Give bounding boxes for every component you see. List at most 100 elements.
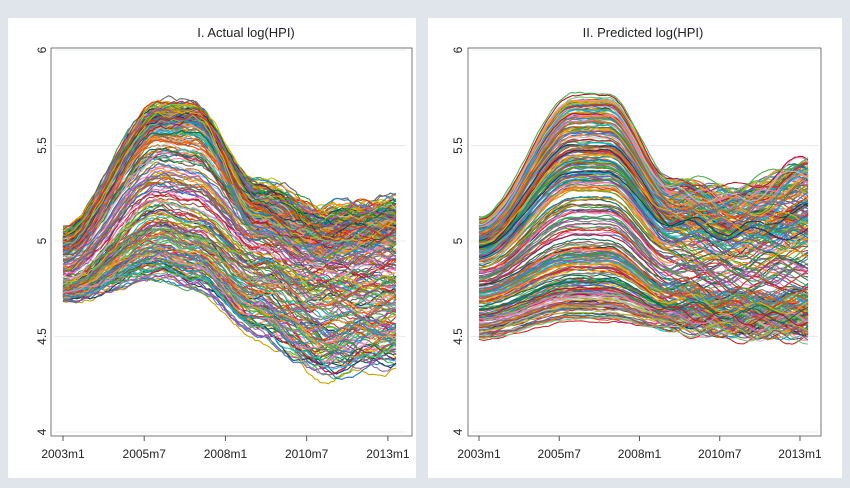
series-line [62,261,397,354]
series-line [62,248,397,331]
series-line [478,314,809,340]
series-line [478,91,809,218]
series-line [478,241,809,299]
series-line [478,217,808,282]
series-line [478,280,809,323]
y-tick-label: 5.5 [35,137,49,154]
y-axis: 4 4.5 5 5.5 6 [451,46,465,435]
series-line [62,108,397,239]
series-line [478,266,809,316]
series-line [478,196,809,269]
series-line [62,198,397,286]
series-line [478,178,809,261]
y-tick-label: 6 [35,46,49,53]
x-tick-label: 2008m1 [204,447,248,461]
x-tick-label: 2003m1 [41,447,85,461]
series-line [62,250,397,340]
x-tick-label: 2005m7 [123,447,167,461]
series-line [478,222,809,288]
x-tick-label: 2008m1 [618,447,662,461]
series-line [478,308,809,336]
series-line [478,152,809,245]
series-line [62,172,397,266]
series-line [62,249,397,338]
series-line [478,166,809,246]
series-line [478,128,809,232]
y-tick-label: 5 [35,237,49,244]
series-line [63,104,397,233]
chart-title: II. Predicted log(HPI) [583,25,704,40]
series-line [62,170,397,268]
series-line [478,274,809,321]
x-tick-label: 2010m7 [698,447,742,461]
series-line [478,222,809,287]
series-line [478,246,809,306]
series-line [478,158,809,249]
series-line [62,200,397,280]
series-line [478,302,809,335]
series-line [478,251,809,304]
series-line [479,262,809,316]
series-line [62,234,397,319]
series-line [62,221,397,297]
series-line [62,228,397,310]
y-tick-label: 4 [451,428,465,435]
series-line [62,274,397,372]
x-tick-label: 2005m7 [538,447,582,461]
series-line [62,260,397,350]
series-line [62,221,397,303]
series-line [478,145,809,239]
series-line [478,174,809,256]
series-line [478,254,809,309]
x-tick-label: 2010m7 [285,447,329,461]
x-axis: 2003m1 2005m7 2008m1 2010m7 2013m1 [41,447,410,461]
series-line [478,130,809,237]
x-tick-label: 2013m1 [366,447,410,461]
series-line [478,291,809,332]
x-axis: 2003m1 2005m7 2008m1 2010m7 2013m1 [457,447,822,461]
y-axis: 4 4.5 5 5.5 6 [35,46,49,435]
series-line [478,132,809,240]
y-tick-label: 4.5 [35,328,49,345]
series-lines [62,95,397,385]
series-line [478,114,809,234]
series-line [478,116,809,233]
series-line [62,201,396,284]
series-line [62,212,397,293]
series-line [478,229,809,294]
series-line [478,170,809,256]
series-line [478,170,809,249]
series-line [478,105,809,226]
chart-title: I. Actual log(HPI) [197,25,295,40]
series-line [478,286,809,326]
series-line [62,251,397,344]
x-tick-label: 2003m1 [457,447,501,461]
series-line [62,198,397,285]
series-line [478,169,809,248]
series-line [478,315,809,345]
series-line [478,268,809,320]
series-line [479,203,809,275]
series-line [62,113,397,243]
series-line [62,138,397,251]
y-tick-label: 4 [35,428,49,435]
series-line [62,177,397,271]
panel-actual-log-hpi: I. Actual log(HPI) 4 4.5 5 5.5 6 2003m1 … [8,18,416,478]
series-line [63,175,397,270]
series-line [62,273,397,376]
series-line [478,197,809,269]
series-line [478,306,809,335]
series-line [478,219,809,286]
series-line [478,302,809,333]
series-line [62,117,397,250]
panel-predicted-log-hpi: II. Predicted log(HPI) 4 4.5 5 5.5 6 200… [428,18,842,478]
y-tick-label: 5.5 [451,137,465,154]
y-tick-label: 5 [451,237,465,244]
y-tick-label: 6 [451,46,465,53]
y-tick-label: 4.5 [451,328,465,345]
series-line [62,276,397,385]
series-line [62,109,397,236]
series-line [62,232,397,313]
series-line [62,217,397,298]
